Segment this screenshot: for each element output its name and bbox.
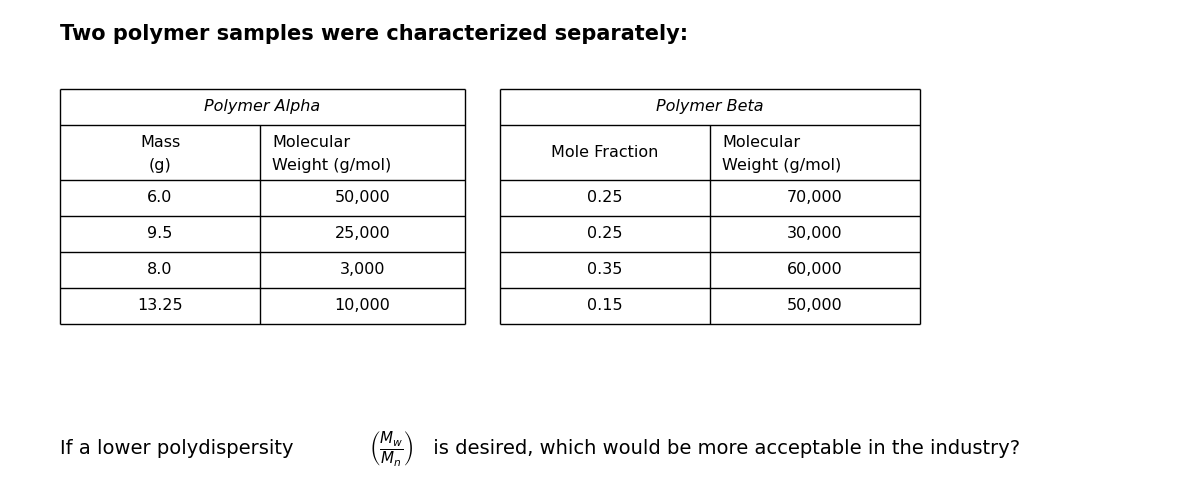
Text: 9.5: 9.5 — [148, 226, 173, 241]
Text: 0.25: 0.25 — [587, 226, 623, 241]
Text: Weight (g/mol): Weight (g/mol) — [722, 158, 841, 173]
Text: Polymer Beta: Polymer Beta — [656, 99, 763, 114]
Text: 0.25: 0.25 — [587, 191, 623, 206]
Text: 50,000: 50,000 — [787, 298, 842, 313]
Text: 60,000: 60,000 — [787, 263, 842, 278]
Text: Molecular: Molecular — [272, 135, 350, 150]
Text: 10,000: 10,000 — [335, 298, 390, 313]
Text: If a lower polydispersity: If a lower polydispersity — [60, 439, 300, 459]
Text: 30,000: 30,000 — [787, 226, 842, 241]
Text: 8.0: 8.0 — [148, 263, 173, 278]
Text: 0.15: 0.15 — [587, 298, 623, 313]
Text: 50,000: 50,000 — [335, 191, 390, 206]
Text: 13.25: 13.25 — [137, 298, 182, 313]
Text: Molecular: Molecular — [722, 135, 800, 150]
Text: Two polymer samples were characterized separately:: Two polymer samples were characterized s… — [60, 24, 688, 44]
Text: Mass: Mass — [140, 135, 180, 150]
Text: Weight (g/mol): Weight (g/mol) — [272, 158, 391, 173]
Text: is desired, which would be more acceptable in the industry?: is desired, which would be more acceptab… — [427, 439, 1020, 459]
Text: 3,000: 3,000 — [340, 263, 385, 278]
Text: Mole Fraction: Mole Fraction — [551, 145, 659, 160]
Text: (g): (g) — [149, 158, 172, 173]
Text: 0.35: 0.35 — [587, 263, 623, 278]
Text: Polymer Alpha: Polymer Alpha — [204, 99, 320, 114]
Text: 25,000: 25,000 — [335, 226, 390, 241]
Text: 6.0: 6.0 — [148, 191, 173, 206]
Text: 70,000: 70,000 — [787, 191, 842, 206]
Text: $\left(\dfrac{M_w}{M_n}\right)$: $\left(\dfrac{M_w}{M_n}\right)$ — [370, 429, 414, 469]
